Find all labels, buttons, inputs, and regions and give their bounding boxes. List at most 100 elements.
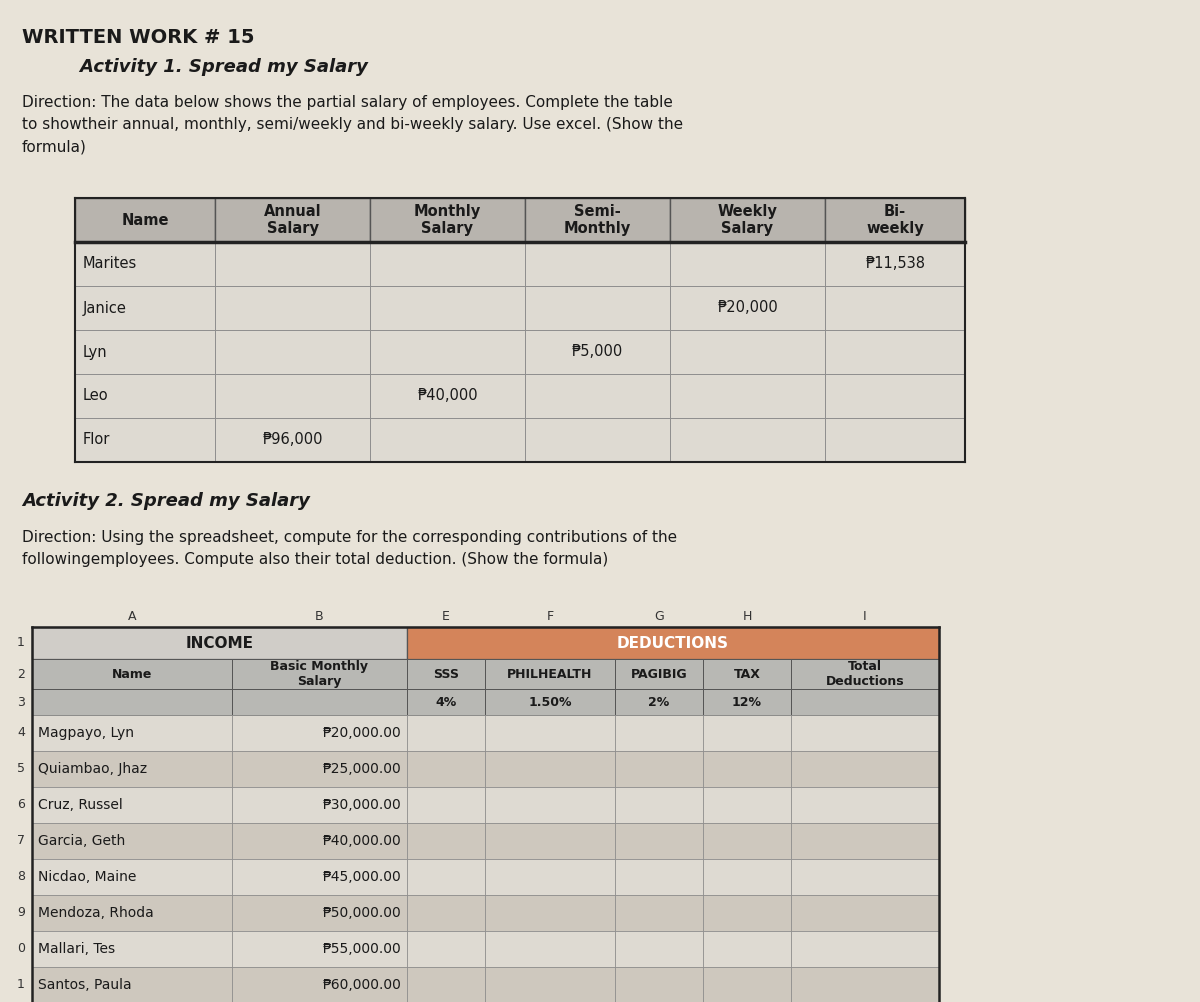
Bar — [485, 659, 616, 689]
Bar — [526, 418, 670, 462]
Text: Leo: Leo — [83, 389, 109, 404]
Bar — [232, 967, 407, 1002]
Text: 2%: 2% — [648, 695, 670, 708]
Bar — [407, 895, 485, 931]
Bar — [407, 752, 485, 787]
Text: ₱40,000.00: ₱40,000.00 — [323, 834, 401, 848]
Bar — [526, 242, 670, 286]
Bar — [32, 823, 232, 859]
Bar — [616, 895, 703, 931]
Text: ₱20,000.00: ₱20,000.00 — [323, 726, 401, 740]
Text: ₱30,000.00: ₱30,000.00 — [323, 798, 401, 812]
Text: Name: Name — [112, 667, 152, 680]
Bar — [616, 823, 703, 859]
Text: Santos, Paula: Santos, Paula — [38, 978, 132, 992]
Bar — [616, 859, 703, 895]
Bar — [32, 931, 232, 967]
Bar — [370, 374, 526, 418]
Text: Marites: Marites — [83, 257, 137, 272]
Bar — [791, 895, 940, 931]
Text: ₱25,000.00: ₱25,000.00 — [323, 762, 401, 776]
Bar — [215, 374, 370, 418]
Bar — [485, 895, 616, 931]
Text: F: F — [546, 609, 553, 622]
Text: 12%: 12% — [732, 695, 762, 708]
Text: Basic Monthly
Salary: Basic Monthly Salary — [270, 660, 368, 688]
Text: Direction: The data below shows the partial salary of employees. Complete the ta: Direction: The data below shows the part… — [22, 95, 683, 154]
Text: Mallari, Tes: Mallari, Tes — [38, 942, 115, 956]
Text: Direction: Using the spreadsheet, compute for the corresponding contributions of: Direction: Using the spreadsheet, comput… — [22, 530, 677, 567]
Bar — [370, 330, 526, 374]
Bar — [826, 330, 965, 374]
Bar — [232, 931, 407, 967]
Bar — [791, 689, 940, 715]
Bar — [826, 242, 965, 286]
Bar — [370, 286, 526, 330]
Text: E: E — [442, 609, 450, 622]
Bar — [485, 823, 616, 859]
Bar — [485, 787, 616, 823]
Bar — [826, 286, 965, 330]
Bar — [526, 330, 670, 374]
Text: ₱60,000.00: ₱60,000.00 — [322, 978, 401, 992]
Bar — [215, 418, 370, 462]
Text: 9: 9 — [17, 907, 25, 920]
Bar — [791, 715, 940, 752]
Bar — [791, 787, 940, 823]
Bar — [485, 931, 616, 967]
Text: Nicdao, Maine: Nicdao, Maine — [38, 870, 137, 884]
Bar — [791, 659, 940, 689]
Bar — [485, 715, 616, 752]
Bar — [74, 330, 215, 374]
Bar — [32, 715, 232, 752]
Bar — [407, 659, 485, 689]
Bar — [32, 627, 407, 659]
Bar — [616, 787, 703, 823]
Bar — [485, 967, 616, 1002]
Bar — [232, 689, 407, 715]
Text: I: I — [863, 609, 866, 622]
Text: DEDUCTIONS: DEDUCTIONS — [617, 635, 730, 650]
Bar — [74, 374, 215, 418]
Bar — [616, 659, 703, 689]
Bar — [232, 823, 407, 859]
Bar — [407, 787, 485, 823]
Bar — [407, 715, 485, 752]
Text: 3: 3 — [17, 695, 25, 708]
Bar — [703, 752, 791, 787]
Text: 4: 4 — [17, 726, 25, 739]
Bar — [616, 931, 703, 967]
Bar — [215, 330, 370, 374]
Bar — [703, 859, 791, 895]
Bar — [703, 787, 791, 823]
Bar — [791, 967, 940, 1002]
Text: Name: Name — [121, 212, 169, 227]
Text: Janice: Janice — [83, 301, 127, 316]
Text: 1: 1 — [17, 636, 25, 649]
Text: PHILHEALTH: PHILHEALTH — [508, 667, 593, 680]
Text: Garcia, Geth: Garcia, Geth — [38, 834, 125, 848]
Bar — [670, 374, 826, 418]
Bar — [32, 967, 232, 1002]
Bar — [616, 967, 703, 1002]
Text: ₱40,000: ₱40,000 — [418, 389, 478, 404]
Bar — [670, 242, 826, 286]
Bar — [215, 198, 370, 242]
Text: ₱50,000.00: ₱50,000.00 — [323, 906, 401, 920]
Bar — [791, 859, 940, 895]
Text: Annual
Salary: Annual Salary — [264, 203, 322, 236]
Text: PAGIBIG: PAGIBIG — [631, 667, 688, 680]
Bar — [826, 198, 965, 242]
Bar — [232, 752, 407, 787]
Text: 8: 8 — [17, 871, 25, 884]
Text: Magpayo, Lyn: Magpayo, Lyn — [38, 726, 134, 740]
Bar — [215, 286, 370, 330]
Text: 1: 1 — [17, 979, 25, 992]
Bar — [791, 823, 940, 859]
Text: Activity 1. Spread my Salary: Activity 1. Spread my Salary — [55, 58, 368, 76]
Bar — [232, 895, 407, 931]
Bar — [407, 931, 485, 967]
Bar — [32, 752, 232, 787]
Text: Semi-
Monthly: Semi- Monthly — [564, 203, 631, 236]
Bar — [526, 374, 670, 418]
